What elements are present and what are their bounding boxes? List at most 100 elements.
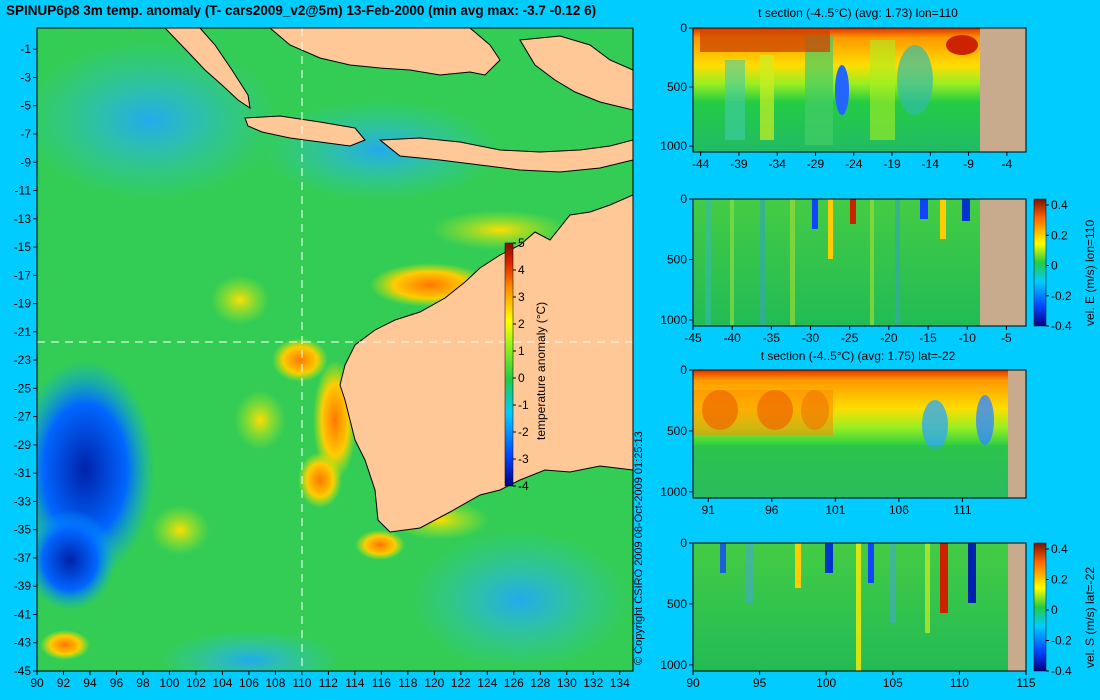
map-y-tick-label: -3	[20, 70, 31, 84]
section4-colorbar-label: vel. S (m/s) lat=-22	[1083, 567, 1097, 668]
s1-y-tick-label: 1000	[660, 139, 687, 153]
anomaly-patch	[40, 630, 90, 660]
s2-cbar-tick-label: 0.4	[1051, 198, 1068, 212]
s4-y-tick-label: 0	[680, 536, 687, 550]
s2-cbar-tick-label: 0	[1051, 259, 1058, 273]
s3-y-tick-label: 1000	[660, 485, 687, 499]
section4-x-axis: 90 95 100 105 110 115	[686, 671, 1036, 690]
section4-y-axis: 0 500 1000	[660, 536, 693, 672]
s2-x-tick-label: -20	[880, 331, 898, 345]
section1-land	[980, 28, 1026, 152]
map-cbar-tick-label: 2	[518, 317, 525, 331]
map-y-tick-label: -7	[20, 127, 31, 141]
land-sulawesi	[519, 35, 633, 111]
section1-y-axis: 0 500 1000	[660, 21, 693, 153]
s2-cbar-tick-label: -0.4	[1051, 319, 1072, 333]
map-y-tick-label: -37	[14, 551, 32, 565]
map-x-tick-label: 110	[292, 676, 311, 690]
s3-x-tick-label: 96	[765, 503, 779, 517]
s4-x-tick-label: 95	[753, 676, 767, 690]
map-x-tick-label: 92	[57, 676, 71, 690]
s3-x-tick-label: 106	[889, 503, 909, 517]
map-y-tick-label: -45	[14, 664, 32, 678]
map-y-tick-label: -11	[15, 184, 32, 198]
map-cbar-tick-label: 4	[518, 263, 525, 277]
section2-panel	[693, 199, 1026, 326]
section1-x-axis: -44 -39 -34 -29 -24 -19 -14 -9 -4	[692, 152, 1013, 171]
map-y-tick-label: -25	[14, 381, 32, 395]
section2-land	[980, 199, 1026, 326]
s1-x-tick-label: -39	[730, 157, 748, 171]
map-y-tick-label: -35	[14, 523, 32, 537]
s1-x-tick-label: -19	[883, 157, 901, 171]
section2-y-axis: 0 500 1000	[660, 192, 693, 327]
section4-colorbar-ticks: 0.4 0.2 0 -0.2 -0.4	[1046, 542, 1072, 678]
map-colorbar	[504, 242, 514, 487]
s4-cbar-tick-label: 0.2	[1051, 573, 1068, 587]
section2-colorbar-label: vel. E (m/s) lon=110	[1083, 220, 1097, 326]
s2-y-tick-label: 500	[667, 252, 687, 266]
land-lesser-sunda	[378, 137, 633, 173]
s1-x-tick-label: -9	[963, 157, 974, 171]
anomaly-patch	[150, 505, 210, 555]
copyright-note: © Copyright CSIRO 2009 08-Oct-2009 01:25…	[633, 431, 645, 665]
s2-y-tick-label: 1000	[660, 313, 687, 327]
chart-title: SPINUP6p8 3m temp. anomaly (T- cars2009_…	[6, 3, 597, 18]
anomaly-patch	[272, 338, 328, 382]
map-x-tick-label: 108	[265, 676, 285, 690]
section3-x-axis: 91 96 101 106 111	[702, 498, 972, 517]
s3-x-tick-label: 101	[825, 503, 845, 517]
section1-title: t section (-4..5°C) (avg: 1.73) lon=110	[758, 6, 958, 20]
map-x-tick-label: 100	[159, 676, 179, 690]
s2-x-tick-label: -15	[919, 331, 937, 345]
s4-cbar-tick-label: 0.4	[1051, 542, 1068, 556]
map-y-axis: -1 -3 -5 -7 -9 -11 -13 -15 -17 -19 -21 -23 -25 -27 -29…	[14, 42, 37, 678]
map-y-tick-label: -13	[14, 212, 32, 226]
map-y-tick-label: -17	[14, 268, 32, 282]
map-panel	[37, 28, 633, 671]
s4-cbar-tick-label: -0.2	[1051, 634, 1072, 648]
s2-cbar-tick-label: -0.2	[1051, 289, 1072, 303]
map-cbar-tick-label: 0	[518, 371, 525, 385]
map-y-tick-label: -21	[14, 325, 32, 339]
land-borneo	[269, 28, 501, 76]
map-y-tick-label: -5	[20, 99, 31, 113]
section4-colorbar	[1033, 542, 1047, 672]
s2-x-tick-label: -10	[959, 331, 977, 345]
map-x-tick-label: 112	[319, 676, 338, 690]
map-y-tick-label: -19	[14, 297, 32, 311]
section4-panel	[693, 543, 1026, 671]
s3-y-tick-label: 0	[680, 363, 687, 377]
map-x-tick-label: 122	[451, 676, 471, 690]
s2-x-tick-label: -30	[802, 331, 820, 345]
land-java	[244, 115, 366, 147]
map-y-tick-label: -31	[14, 466, 32, 480]
s4-y-tick-label: 500	[667, 597, 687, 611]
s4-x-tick-label: 100	[816, 676, 836, 690]
map-y-tick-label: -27	[14, 410, 32, 424]
map-cbar-tick-label: 5	[518, 236, 525, 250]
map-x-tick-label: 106	[239, 676, 259, 690]
section3-y-axis: 0 500 1000	[660, 363, 693, 499]
map-frame	[36, 27, 634, 672]
section2-colorbar	[1033, 198, 1047, 327]
s4-cbar-tick-label: -0.4	[1051, 664, 1072, 678]
map-x-tick-label: 116	[372, 676, 391, 690]
map-cbar-tick-label: 3	[518, 290, 525, 304]
section2-colorbar-ticks: 0.4 0.2 0 -0.2 -0.4	[1046, 198, 1072, 333]
s4-x-tick-label: 90	[686, 676, 700, 690]
map-y-tick-label: -39	[14, 579, 32, 593]
map-x-axis: 90 92 94 96 98 100 102 104 106 108 110 112 114 116 118…	[30, 671, 630, 690]
map-y-tick-label: -9	[20, 155, 31, 169]
map-x-tick-label: 102	[186, 676, 206, 690]
map-x-tick-label: 130	[557, 676, 577, 690]
map-y-tick-label: -15	[14, 240, 32, 254]
map-x-tick-label: 120	[424, 676, 444, 690]
section3-land	[1008, 370, 1026, 498]
map-cbar-tick-label: -2	[518, 425, 529, 439]
s3-x-tick-label: 111	[953, 503, 972, 517]
s1-y-tick-label: 0	[680, 21, 687, 35]
s2-x-tick-label: -5	[1001, 331, 1012, 345]
s1-x-tick-label: -24	[845, 157, 863, 171]
map-x-tick-label: 124	[477, 676, 497, 690]
